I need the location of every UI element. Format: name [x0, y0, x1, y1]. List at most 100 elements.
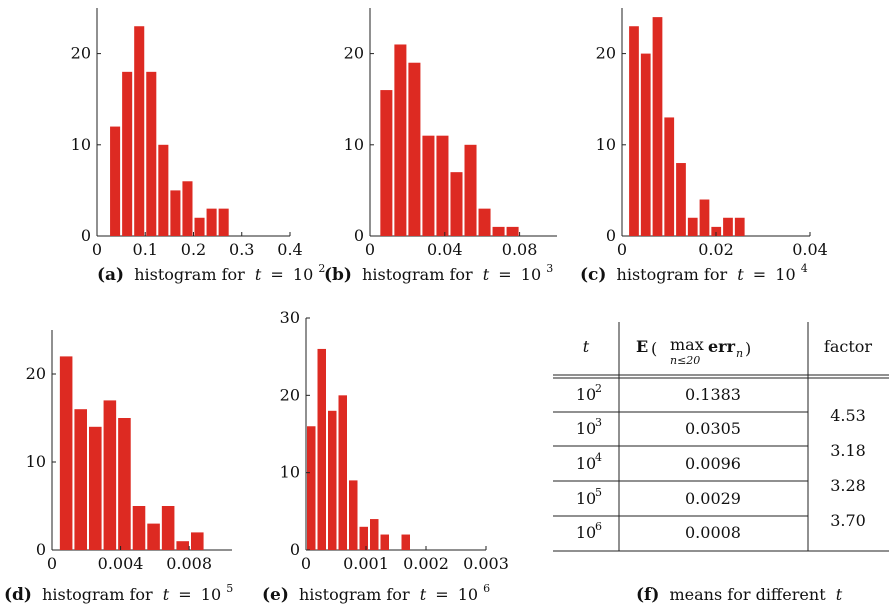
caption-value-b: 10 — [521, 265, 541, 284]
header-mean-sub: n≤20 — [670, 354, 700, 367]
histogram-bar — [317, 348, 326, 550]
caption-exp-b: 3 — [546, 262, 553, 275]
histogram-bar — [380, 534, 389, 550]
caption-b: (b) histogram for t = 10 3 — [324, 262, 553, 285]
y-ticks-b: 0 10 20 — [344, 44, 374, 245]
histogram-bar — [394, 44, 407, 237]
y-tick-label: 0 — [290, 540, 300, 559]
y-ticks-c: 0 10 20 — [596, 44, 626, 245]
histogram-bar — [191, 532, 204, 550]
histogram-bar — [176, 541, 189, 550]
histogram-bar — [492, 226, 505, 236]
histogram-bar — [380, 90, 393, 236]
cell-mean: 0.0096 — [685, 454, 741, 473]
panel-label-f: (f) — [636, 585, 659, 605]
caption-var-d: t — [163, 585, 170, 604]
y-tick-label: 20 — [344, 44, 364, 63]
x-ticks-e: 0 0.001 0.002 0.003 — [301, 546, 509, 573]
cell-t: 10 — [576, 385, 596, 404]
caption-e: (e) histogram for t = 10 6 — [262, 582, 490, 605]
caption-c: (c) histogram for t = 10 4 — [580, 262, 808, 285]
header-factor: factor — [824, 337, 872, 356]
y-ticks-a: 0 10 20 — [71, 44, 101, 245]
histogram-bar — [401, 534, 410, 550]
caption-text-c: histogram for — [617, 265, 728, 284]
y-tick-label: 0 — [36, 540, 46, 559]
histogram-bar — [464, 144, 477, 236]
histogram-bar — [170, 190, 181, 236]
histogram-bar — [734, 217, 745, 236]
svg-text:): ) — [745, 339, 751, 358]
x-tick-label: 0 — [301, 554, 311, 573]
caption-text-d: histogram for — [42, 585, 153, 604]
y-tick-label: 0 — [606, 226, 616, 245]
cell-t-exp: 5 — [595, 486, 602, 499]
header-mean-err: err — [708, 337, 736, 356]
histogram-bar — [182, 181, 193, 236]
histogram-bar — [711, 226, 722, 236]
histogram-bar — [408, 62, 421, 236]
x-tick-label: 0 — [365, 240, 375, 259]
x-tick-label: 0.001 — [343, 554, 389, 573]
histogram-bar — [146, 71, 157, 236]
cell-mean: 0.0305 — [685, 419, 741, 438]
histogram-bar — [218, 208, 229, 236]
y-tick-label: 0 — [354, 226, 364, 245]
caption-text-a: histogram for — [134, 265, 245, 284]
caption-f: (f) means for different t — [636, 585, 843, 605]
caption-value-c: 10 — [775, 265, 795, 284]
histogram-bar — [359, 526, 368, 550]
histogram-bar — [307, 426, 316, 550]
x-tick-label: 0.008 — [166, 554, 212, 573]
histogram-bar — [110, 126, 121, 236]
y-tick-label: 10 — [71, 135, 91, 154]
histogram-bar — [338, 395, 347, 550]
x-ticks-a: 0 0.1 0.2 0.3 0.4 — [92, 232, 303, 259]
svg-text:(: ( — [651, 339, 657, 358]
caption-value-d: 10 — [201, 585, 221, 604]
histogram-bar — [161, 506, 175, 550]
bars-d — [59, 356, 204, 550]
y-tick-label: 10 — [596, 135, 616, 154]
histogram-bar — [89, 426, 102, 550]
histogram-bar — [328, 410, 337, 550]
y-tick-label: 10 — [344, 135, 364, 154]
histogram-bar — [699, 199, 710, 236]
histogram-bar — [370, 519, 379, 550]
histogram-bar — [132, 506, 146, 550]
histogram-bar — [349, 480, 358, 550]
header-t: t — [583, 337, 590, 356]
y-ticks-e: 0 10 20 30 — [280, 308, 310, 559]
histogram-bar — [664, 117, 675, 236]
caption-var-c: t — [737, 265, 744, 284]
cell-t: 10 — [576, 523, 596, 542]
means-table: t E ( max n≤20 err n ) factor 102 0.13831… — [553, 322, 889, 605]
caption-exp-d: 5 — [226, 582, 233, 595]
histogram-bar — [147, 523, 160, 550]
x-tick-label: 0.04 — [792, 240, 828, 259]
x-ticks-b: 0 0.04 0.08 — [365, 232, 537, 259]
cell-factor: 4.53 — [830, 406, 866, 425]
y-tick-label: 10 — [26, 452, 46, 471]
caption-var-e: t — [420, 585, 427, 604]
cell-t: 10 — [576, 419, 596, 438]
x-tick-label: 0.04 — [427, 240, 463, 259]
histogram-bar — [422, 135, 435, 236]
y-tick-label: 10 — [280, 463, 300, 482]
histogram-bar — [640, 53, 651, 236]
cell-t-exp: 4 — [595, 451, 602, 464]
panel-label-c: (c) — [580, 265, 606, 285]
cell-t-exp: 3 — [595, 416, 602, 429]
cell-t-exp: 6 — [595, 520, 602, 533]
x-tick-label: 0.1 — [133, 240, 158, 259]
y-tick-label: 20 — [280, 385, 300, 404]
x-tick-label: 0.003 — [463, 554, 509, 573]
cell-t-exp: 2 — [595, 382, 602, 395]
x-tick-label: 0.4 — [277, 240, 302, 259]
x-tick-label: 0.2 — [181, 240, 206, 259]
cell-factor: 3.28 — [830, 476, 866, 495]
panel-label-d: (d) — [4, 585, 32, 605]
histogram-bar — [134, 26, 145, 236]
header-mean-errsub: n — [736, 347, 743, 360]
